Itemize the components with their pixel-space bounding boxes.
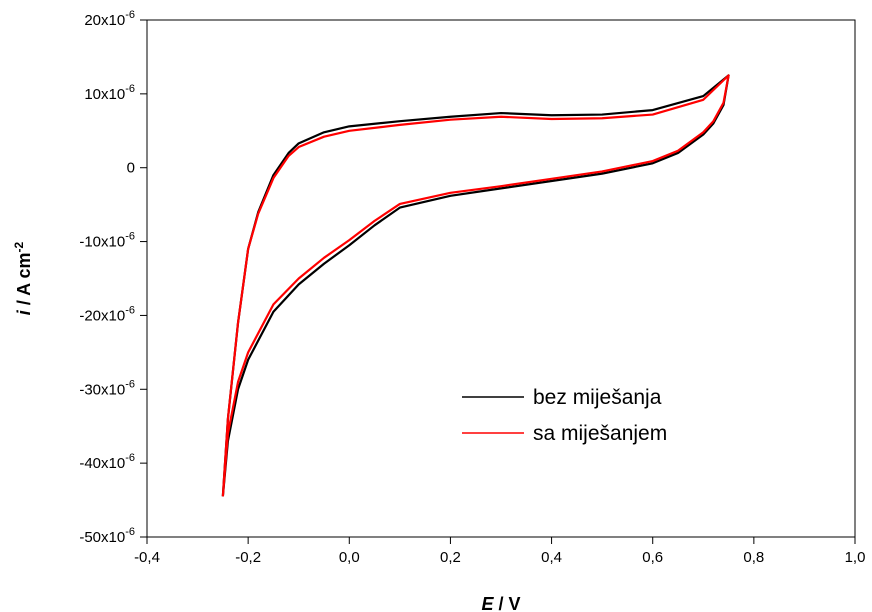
x-axis-separator: / [493, 594, 508, 612]
x-tick-label: 0,0 [339, 549, 360, 566]
y-tick-mantissa: 20x10 [84, 12, 125, 29]
y-tick-label: -40x10-6 [79, 452, 135, 472]
y-tick-exponent: -6 [125, 83, 135, 95]
y-axis-unit: A cm [14, 252, 34, 295]
y-tick-label: -30x10-6 [79, 378, 135, 398]
x-axis-ticks: -0,4 -0,2 0,0 0,2 0,4 0,6 0,8 1,0 [134, 537, 865, 566]
x-axis-unit: V [509, 594, 521, 612]
y-axis-symbol: i [14, 309, 34, 315]
y-tick-mantissa: 10x10 [84, 86, 125, 103]
series-group [221, 74, 730, 497]
y-tick-mantissa: -40x10 [79, 455, 125, 472]
x-tick-label: -0,4 [134, 549, 160, 566]
y-tick-mantissa: -30x10 [79, 381, 125, 398]
y-tick-mantissa: -20x10 [79, 307, 125, 324]
y-tick-label: -10x10-6 [79, 231, 135, 251]
y-tick-label: 0 [127, 160, 135, 177]
y-tick-mantissa: 0 [127, 160, 135, 177]
y-tick-exponent: -6 [125, 452, 135, 464]
y-tick-exponent: -6 [125, 304, 135, 316]
x-axis-symbol: E [481, 594, 494, 612]
y-tick-exponent: -6 [125, 378, 135, 390]
y-tick-exponent: -6 [125, 9, 135, 21]
y-tick-mantissa: -10x10 [79, 234, 125, 251]
legend-label-2: sa miješanjem [533, 422, 667, 445]
x-tick-label: 1,0 [845, 549, 866, 566]
x-tick-label: 0,6 [642, 549, 663, 566]
y-tick-exponent: -6 [125, 526, 135, 538]
x-tick-label: 0,4 [541, 549, 562, 566]
x-axis-title: E / V [481, 594, 520, 612]
x-tick-label: -0,2 [235, 549, 261, 566]
y-tick-exponent: -6 [125, 231, 135, 243]
y-tick-label: 20x10-6 [84, 9, 135, 29]
series-line-2 [221, 74, 730, 497]
y-axis-unit-exponent: -2 [12, 241, 26, 252]
y-tick-label: -20x10-6 [79, 304, 135, 324]
y-tick-mantissa: -50x10 [79, 529, 125, 546]
x-tick-label: 0,8 [743, 549, 764, 566]
y-axis-ticks: 20x10-610x10-60-10x10-6-20x10-6-30x10-6-… [79, 9, 147, 546]
x-tick-label: 0,2 [440, 549, 461, 566]
y-axis-title: i / A cm-2 [12, 241, 34, 315]
plot-frame [146, 19, 856, 538]
y-axis-separator: / [14, 296, 34, 310]
legend: bez miješanja sa miješanjem [462, 386, 667, 445]
legend-label-1: bez miješanja [533, 386, 662, 409]
y-tick-label: 10x10-6 [84, 83, 135, 103]
y-tick-label: -50x10-6 [79, 526, 135, 546]
